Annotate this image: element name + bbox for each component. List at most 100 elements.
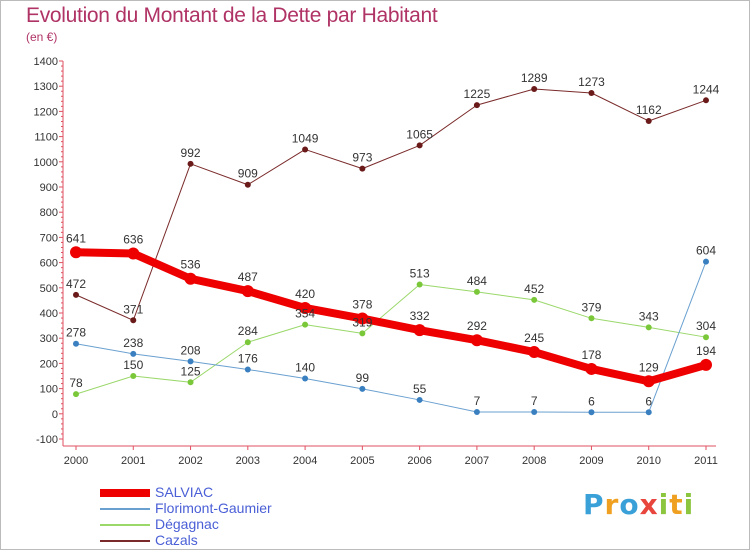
point-d-gagnac: [187, 379, 194, 386]
point-salviac: [184, 272, 197, 285]
y-tick-label: 0: [52, 409, 58, 421]
series-line-salviac: [75, 248, 708, 386]
y-tick-label: 1300: [34, 81, 58, 93]
data-label-d-gagnac: 304: [696, 319, 716, 333]
point-cazals: [73, 291, 79, 298]
data-label-d-gagnac: 78: [69, 376, 83, 390]
point-florimont-gaumier: [130, 350, 137, 357]
point-d-gagnac: [130, 373, 137, 379]
point-florimont-gaumier: [244, 366, 251, 373]
data-label-d-gagnac: 513: [410, 267, 430, 281]
point-florimont-gaumier: [645, 409, 652, 416]
point-florimont-gaumier: [302, 375, 309, 382]
point-salviac: [127, 247, 140, 260]
point-florimont-gaumier: [416, 396, 423, 403]
point-cazals: [703, 97, 709, 104]
point-salviac: [470, 334, 483, 347]
logo-letter: o: [619, 488, 640, 521]
data-label-salviac: 245: [524, 331, 544, 345]
data-label-d-gagnac: 452: [524, 282, 544, 296]
data-label-d-gagnac: 343: [639, 309, 659, 323]
point-florimont-gaumier: [359, 385, 366, 392]
data-label-florimont-gaumier: 140: [295, 361, 315, 375]
point-d-gagnac: [531, 296, 538, 303]
point-salviac: [70, 246, 82, 259]
legend-label: Dégagnac: [155, 516, 219, 532]
data-label-salviac: 420: [295, 287, 315, 301]
legend-swatch: [100, 524, 150, 526]
legend-label: SALVIAC: [155, 484, 214, 500]
line-chart: -100 0 100 200 300 400 500 600 700 800 900 1000 1100…: [34, 56, 720, 467]
data-label-florimont-gaumier: 278: [66, 326, 86, 340]
data-label-cazals: 371: [123, 302, 143, 316]
y-tick-label: 300: [40, 333, 58, 345]
point-d-gagnac: [473, 288, 480, 295]
point-d-gagnac: [73, 391, 79, 398]
data-label-cazals: 1244: [693, 82, 720, 96]
legend-label: Florimont-Gaumier: [155, 500, 272, 516]
data-label-florimont-gaumier: 238: [123, 336, 143, 350]
x-tick-label: 2006: [407, 455, 431, 467]
data-label-salviac: 292: [467, 319, 487, 333]
point-salviac: [413, 324, 426, 337]
logo-letter: i: [683, 488, 695, 521]
x-tick-label: 2003: [236, 455, 260, 467]
data-label-florimont-gaumier: 6: [588, 394, 595, 408]
logo-letter: r: [604, 488, 620, 521]
data-label-d-gagnac: 319: [352, 315, 372, 329]
chart-subtitle: (en €): [26, 30, 58, 44]
point-florimont-gaumier: [531, 409, 538, 416]
data-label-salviac: 129: [639, 360, 659, 374]
point-florimont-gaumier: [187, 358, 194, 365]
data-label-cazals: 1289: [521, 71, 548, 85]
point-d-gagnac: [359, 330, 366, 337]
point-florimont-gaumier: [703, 258, 709, 265]
point-cazals: [531, 85, 538, 92]
y-tick-label: 600: [40, 258, 58, 270]
data-label-florimont-gaumier: 176: [238, 351, 258, 365]
point-cazals: [187, 160, 194, 167]
data-labels: 472 371 992 909 1049 973 1065 1225 1289 1273 1162 1…: [66, 71, 720, 408]
data-label-cazals: 1049: [292, 131, 319, 145]
axes: -100 0 100 200 300 400 500 600 700 800 900 1000 1100…: [34, 56, 718, 467]
data-label-salviac: 194: [696, 344, 716, 358]
y-tick-label: 700: [40, 232, 58, 244]
point-d-gagnac: [244, 339, 251, 346]
y-tick-label: 1400: [34, 56, 58, 68]
data-label-florimont-gaumier: 7: [531, 394, 538, 408]
point-d-gagnac: [302, 321, 309, 328]
data-label-salviac: 636: [123, 233, 143, 247]
data-label-salviac: 536: [181, 258, 201, 272]
point-cazals: [130, 317, 137, 324]
logo-letter: P: [583, 488, 605, 521]
data-label-salviac: 487: [238, 270, 258, 284]
legend-swatch: [100, 540, 150, 542]
data-label-cazals: 973: [352, 151, 372, 165]
data-label-d-gagnac: 354: [295, 307, 315, 321]
data-label-florimont-gaumier: 6: [645, 394, 652, 408]
legend-label: Cazals: [155, 532, 198, 548]
point-salviac: [241, 285, 254, 298]
data-label-d-gagnac: 284: [238, 324, 258, 338]
y-tick-label: 1200: [34, 106, 58, 118]
point-cazals: [645, 117, 652, 124]
data-label-d-gagnac: 150: [123, 358, 143, 372]
logo-letter: x: [639, 488, 659, 521]
data-label-florimont-gaumier: 7: [474, 394, 481, 408]
point-d-gagnac: [588, 315, 595, 322]
y-tick-label: 1000: [34, 157, 58, 169]
point-cazals: [588, 90, 595, 97]
logo-letter: t: [669, 488, 684, 521]
data-label-florimont-gaumier: 604: [696, 244, 716, 258]
data-label-salviac: 178: [581, 348, 601, 362]
point-florimont-gaumier: [73, 340, 79, 347]
point-cazals: [416, 142, 423, 149]
y-tick-label: 400: [40, 308, 58, 320]
point-salviac: [299, 301, 312, 314]
x-tick-label: 2009: [579, 455, 603, 467]
data-label-d-gagnac: 484: [467, 274, 487, 288]
data-label-d-gagnac: 125: [181, 364, 201, 378]
chart-title: Evolution du Montant de la Dette par Hab…: [26, 4, 438, 27]
series-line-d-gagnac: [75, 284, 707, 395]
series-group: [70, 85, 712, 416]
